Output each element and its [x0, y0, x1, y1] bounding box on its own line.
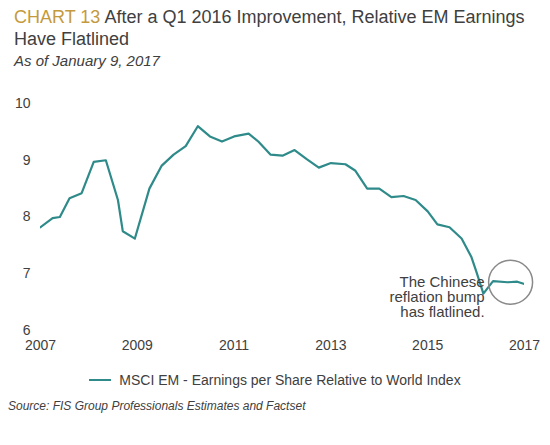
svg-text:9: 9 [23, 152, 31, 168]
svg-text:2009: 2009 [122, 337, 153, 353]
svg-text:2013: 2013 [315, 337, 346, 353]
svg-text:10: 10 [15, 95, 31, 111]
svg-text:The Chinesereflation bumphas f: The Chinesereflation bumphas flatlined. [390, 273, 485, 320]
html-text:MSCI EM - Earnings per Share R: MSCI EM - Earnings per Share Relative to… [119, 372, 461, 388]
html-text:CHART 13 After a Q1 2016 Impro: CHART 13 After a Q1 2016 Improvement, Re… [14, 7, 525, 49]
svg-text:2011: 2011 [219, 337, 249, 353]
svg-text:6: 6 [23, 322, 31, 338]
html-text:Source: FIS Group Professional: Source: FIS Group Professionals Estimate… [8, 399, 306, 413]
svg-text:7: 7 [23, 265, 31, 281]
html-text:As of January 9, 2017: As of January 9, 2017 [14, 52, 160, 69]
svg-text:2015: 2015 [412, 337, 443, 353]
svg-text:2017: 2017 [509, 337, 540, 353]
svg-text:8: 8 [23, 208, 31, 224]
svg-text:2007: 2007 [25, 337, 56, 353]
